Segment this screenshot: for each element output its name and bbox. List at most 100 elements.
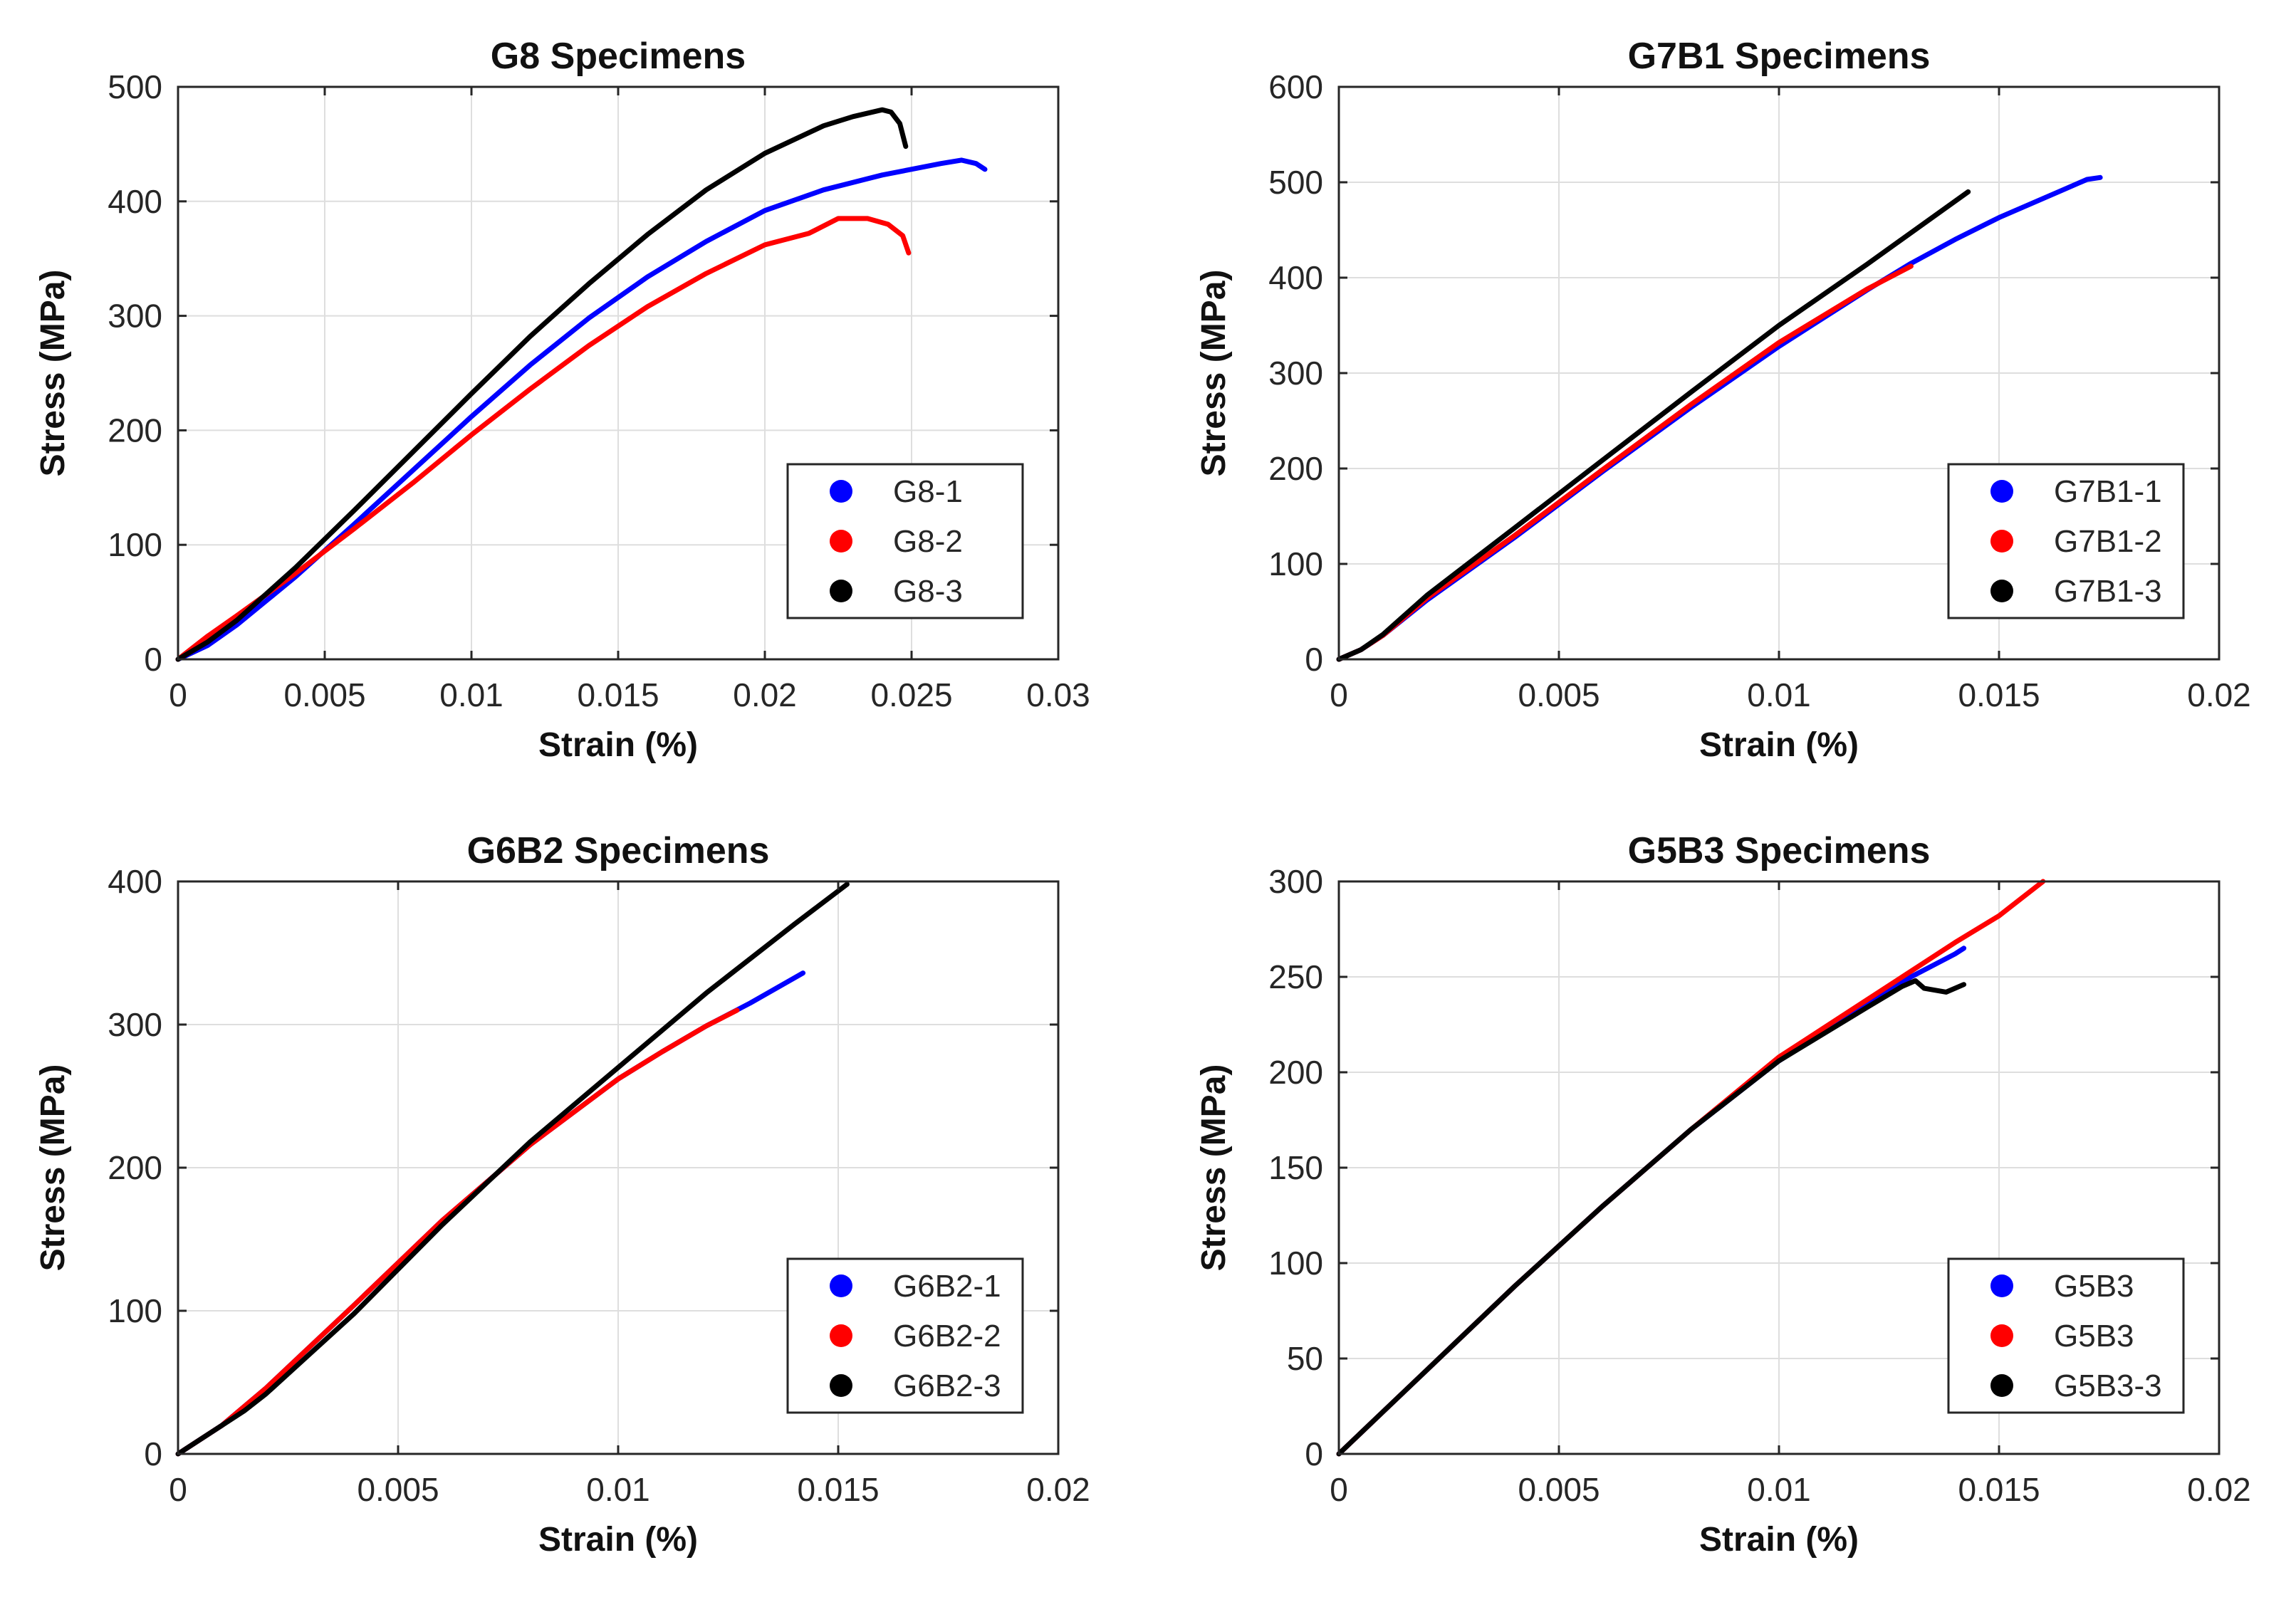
legend-marker [830,1274,852,1297]
chart-2: 0 0.005 0.01 0.015 0.02 0 100 200 300 400 500 600 G7… [1195,36,2251,764]
x-tick-label: 0.005 [1518,676,1600,713]
legend-label: G8-1 [893,474,963,509]
y-tick-label: 0 [1305,641,1323,678]
x-tick-label: 0 [1330,676,1348,713]
series-line-3 [175,881,850,1457]
x-tick-label: 0.01 [586,1471,650,1508]
x-tick-label: 0.02 [733,676,797,713]
legend-label: G7B1-2 [2054,524,2162,559]
legend-box [786,1257,1024,1414]
chart-4: 0 0.005 0.01 0.015 0.02 0 50 100 150 200 250 300 G5B… [1195,830,2251,1559]
legend-marker [830,530,852,553]
y-axis-label: Stress (MPa) [1195,1064,1233,1272]
y-tick-label: 200 [1268,1054,1323,1091]
legend: G8-1 G8-2 G8-3 [786,463,1024,619]
series-line-2 [175,216,912,662]
legend-label: G5B3 [2054,1319,2134,1354]
y-tick-label: 400 [108,183,162,220]
y-tick-label: 250 [1268,958,1323,995]
chart-title: G5B3 Specimens [1628,830,1931,871]
legend-label: G6B2-3 [893,1368,1001,1403]
legend: G7B1-1 G7B1-2 G7B1-3 [1947,463,2185,619]
legend-marker [830,1374,852,1397]
x-tick-label: 0.02 [1026,1471,1090,1508]
chart-1: 0 0.005 0.01 0.015 0.02 0.025 0.03 0 100 200 300 40… [34,36,1090,764]
x-tick-label: 0.02 [2187,676,2251,713]
y-tick-label: 600 [1268,68,1323,105]
legend-label: G5B3 [2054,1269,2134,1304]
legend-label: G6B2-1 [893,1269,1001,1304]
y-tick-label: 100 [108,1292,162,1329]
legend-marker [1990,1274,2013,1297]
y-axis-label: Stress (MPa) [34,1064,72,1272]
series-line-3 [175,107,909,662]
x-tick-label: 0 [1330,1471,1348,1508]
x-tick-label: 0.005 [357,1471,439,1508]
y-tick-label: 100 [108,526,162,563]
x-axis-label: Strain (%) [538,726,698,764]
y-tick-label: 50 [1287,1340,1323,1377]
legend-marker [1990,1324,2013,1347]
y-tick-label: 200 [108,1149,162,1186]
y-tick-label: 0 [1305,1435,1323,1472]
legend-marker [830,1324,852,1347]
chart-3: 0 0.005 0.01 0.015 0.02 0 100 200 300 400 G6B2 Spe… [34,830,1090,1559]
y-tick-label: 0 [144,641,162,678]
chart-title: G6B2 Specimens [467,830,770,871]
x-tick-label: 0.015 [577,676,659,713]
series-line-3 [1336,978,1967,1457]
x-tick-label: 0.015 [1958,676,2040,713]
legend-box [1947,1257,2185,1414]
legend-label: G8-2 [893,524,963,559]
legend: G6B2-1 G6B2-2 G6B2-3 [786,1257,1024,1414]
y-tick-label: 300 [108,1006,162,1043]
y-tick-label: 150 [1268,1149,1323,1186]
y-tick-label: 500 [1268,164,1323,201]
x-tick-label: 0.005 [1518,1471,1600,1508]
legend-marker [1990,530,2013,553]
chart-title: G7B1 Specimens [1628,36,1931,77]
x-tick-label: 0.01 [1747,676,1811,713]
legend-label: G8-3 [893,574,963,609]
x-tick-label: 0.015 [1958,1471,2040,1508]
x-tick-label: 0.005 [283,676,365,713]
legend-marker [1990,480,2013,503]
legend-box [1947,463,2185,619]
y-tick-label: 200 [1268,450,1323,487]
x-tick-label: 0.02 [2187,1471,2251,1508]
y-tick-label: 300 [1268,863,1323,900]
x-tick-label: 0.01 [1747,1471,1811,1508]
x-axis-label: Strain (%) [1699,1521,1859,1559]
legend-label: G6B2-2 [893,1319,1001,1354]
legend-marker [830,480,852,503]
y-tick-label: 400 [108,863,162,900]
series-line-3 [1336,189,1971,662]
y-tick-label: 300 [108,298,162,335]
legend-label: G5B3-3 [2054,1368,2162,1403]
y-axis-label: Stress (MPa) [34,270,72,477]
y-tick-label: 100 [1268,1245,1323,1282]
x-tick-label: 0.03 [1026,676,1090,713]
chart-title: G8 Specimens [491,36,746,77]
x-axis-label: Strain (%) [538,1521,698,1559]
y-tick-label: 200 [108,412,162,449]
series-line-1 [175,157,988,662]
y-tick-label: 500 [108,68,162,105]
y-axis-label: Stress (MPa) [1195,270,1233,477]
legend-marker [1990,580,2013,602]
y-tick-label: 0 [144,1435,162,1472]
x-tick-label: 0.025 [870,676,952,713]
legend-label: G7B1-1 [2054,474,2162,509]
legend-marker [830,580,852,602]
x-tick-label: 0.015 [797,1471,879,1508]
legend: G5B3 G5B3 G5B3-3 [1947,1257,2185,1414]
x-tick-label: 0.01 [439,676,503,713]
legend-box [786,463,1024,619]
x-tick-label: 0 [169,676,187,713]
legend-marker [1990,1374,2013,1397]
y-tick-label: 400 [1268,259,1323,296]
x-axis-label: Strain (%) [1699,726,1859,764]
legend-label: G7B1-3 [2054,574,2162,609]
y-tick-label: 300 [1268,355,1323,392]
